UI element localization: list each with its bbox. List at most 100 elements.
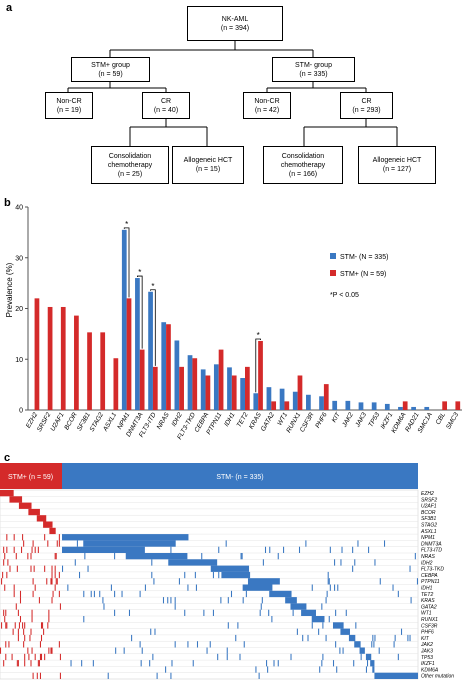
category-label-gata2: GATA2 [260, 411, 276, 432]
cell-stm-pos [13, 590, 15, 598]
cell-stm-neg [365, 666, 367, 673]
cell-stm-pos [13, 546, 15, 553]
legend-label-stm-neg: STM- (N = 335) [340, 254, 388, 261]
cell-stm-neg [139, 590, 141, 598]
pos-noncr-label: Non-CR [56, 97, 82, 105]
cell-stm-pos [24, 622, 26, 629]
row-label-tp53: TP53 [421, 655, 433, 661]
cell-stm-pos [59, 672, 61, 679]
cell-stm-pos [30, 660, 32, 667]
cell-stm-neg [178, 578, 180, 585]
cell-stm-neg [87, 565, 89, 572]
cell-stm-pos [6, 546, 8, 553]
cell-stm-neg [196, 641, 199, 648]
cell-stm-neg [225, 540, 227, 547]
cell-stm-pos [33, 565, 35, 572]
cell-stm-neg [187, 641, 189, 648]
cell-stm-pos [39, 641, 41, 648]
pos-cr-count: (n = 40) [153, 106, 179, 114]
neg-noncr-label: Non-CR [254, 97, 280, 105]
cell-stm-neg [337, 584, 339, 591]
bar-stm-neg-flt3-tkd [187, 355, 193, 410]
cell-stm-neg [220, 597, 222, 604]
cell-stm-pos [19, 597, 22, 604]
cell-stm-neg [149, 660, 151, 667]
bar-stm-pos-runx1 [297, 375, 303, 410]
cell-stm-neg [170, 672, 172, 679]
row-label-npm1: NPM1 [421, 535, 435, 541]
heatmap-cells [0, 490, 418, 679]
cell-stm-neg [353, 660, 355, 667]
bar-stm-neg-runx1 [292, 391, 298, 410]
cell-stm-pos [4, 584, 6, 591]
cell-stm-neg [357, 540, 359, 547]
cell-stm-pos [32, 672, 34, 679]
cell-stm-neg [340, 559, 342, 566]
bar-stm-neg-flt3-itd [148, 291, 153, 410]
cell-stm-neg [394, 634, 396, 642]
cell-stm-pos [40, 653, 43, 661]
cell-stm-neg [235, 634, 237, 642]
cell-stm-neg-block [332, 622, 344, 629]
cell-stm-pos [58, 590, 60, 598]
pos-hct-count: (n = 15) [195, 166, 221, 173]
significance-bracket-npm1 [123, 227, 130, 298]
neg-hct-box: Allogeneic HCT (n = 127) [358, 146, 436, 184]
row-label-ezh2: EZH2 [421, 491, 434, 497]
row-label-idh2: IDH2 [421, 560, 433, 566]
cell-stm-neg [171, 660, 173, 667]
cell-stm-pos [9, 496, 23, 503]
cell-stm-neg [144, 584, 146, 591]
cell-stm-neg [327, 578, 329, 585]
cell-stm-pos [59, 603, 61, 610]
cell-stm-neg [302, 634, 304, 642]
stm-pos-label: STM+ group [91, 61, 130, 69]
bar-stm-neg-ptpn11 [213, 364, 219, 410]
bar-stm-neg-jak3 [358, 402, 364, 410]
cell-stm-neg [327, 571, 329, 579]
cell-stm-pos [28, 508, 40, 516]
cell-stm-neg [115, 647, 117, 654]
cell-stm-pos [32, 578, 34, 585]
cell-stm-neg [334, 584, 336, 591]
cell-stm-neg [352, 565, 354, 572]
row-label-csf3r: CSF3R [421, 623, 438, 629]
bar-stm-pos-dnmt3a [139, 349, 145, 410]
cell-stm-pos [38, 660, 40, 667]
row-label-flt3-tkd: FLT3-TKD [421, 567, 444, 573]
legend-label-stm-pos: STM+ (N = 59) [340, 271, 386, 278]
cell-stm-neg [114, 590, 116, 598]
legend-swatch-stm-neg [330, 253, 336, 259]
cell-stm-neg [152, 653, 154, 661]
cell-stm-pos [48, 616, 50, 623]
cell-stm-pos [40, 622, 43, 629]
cell-stm-neg [151, 559, 153, 566]
cell-stm-pos [5, 653, 7, 661]
neg-hct-label: Allogeneic HCT [372, 157, 422, 164]
cell-stm-neg [162, 597, 165, 604]
cell-stm-pos [3, 559, 5, 566]
row-label-flt3-itd: FLT3-ITD [421, 548, 442, 554]
stm-pos-count: (n = 59) [98, 70, 123, 78]
cell-stm-pos [18, 502, 32, 509]
bar-stm-pos-flt3-tkd [192, 358, 198, 410]
cell-stm-pos [3, 660, 5, 667]
row-label-jak3: JAK3 [420, 649, 433, 655]
cell-stm-pos [48, 647, 50, 654]
bar-stm-pos-nras [166, 324, 171, 410]
cell-stm-pos [44, 534, 46, 541]
cell-stm-neg [410, 597, 412, 604]
cell-stm-pos [4, 553, 6, 560]
cell-stm-neg [255, 666, 257, 673]
row-label-srsf2: SRSF2 [421, 497, 437, 503]
cell-stm-neg [141, 647, 143, 654]
cell-stm-pos [36, 515, 47, 522]
cell-stm-pos [56, 578, 58, 585]
cell-stm-pos [49, 527, 56, 535]
cell-stm-pos [24, 634, 26, 642]
cell-stm-neg [239, 653, 241, 661]
cell-stm-neg [174, 641, 176, 648]
cell-stm-pos [30, 628, 32, 635]
cell-stm-pos [42, 622, 44, 629]
cell-stm-neg [258, 672, 260, 679]
